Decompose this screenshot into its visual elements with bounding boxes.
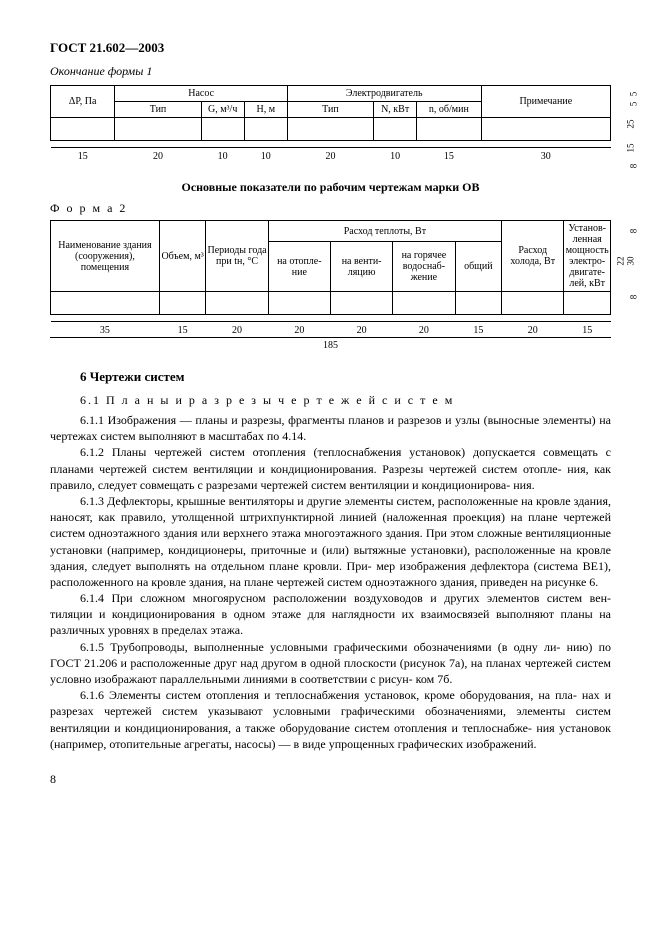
- col-volume: Объем, м³: [159, 221, 206, 292]
- para-6-1-6: 6.1.6 Элементы систем отопления и теплос…: [50, 687, 611, 752]
- col-heat3: на горячее водоснаб- жение: [393, 242, 455, 292]
- col-h: H, м: [244, 102, 287, 118]
- col-pump-group: Насос: [115, 86, 287, 102]
- col-name: Наименование здания (сооружения), помеще…: [51, 221, 160, 292]
- standard-id: ГОСТ 21.602—2003: [50, 40, 611, 56]
- col-cold: Расход холода, Вт: [502, 221, 564, 292]
- para-6-1-5: 6.1.5 Трубопроводы, выполненные условным…: [50, 639, 611, 688]
- col-dp: ΔP, Па: [51, 86, 115, 118]
- para-6-1-1: 6.1.1 Изображения — планы и разрезы, фра…: [50, 412, 611, 444]
- dimension-row: 15 20 10 10 20 10 15 30: [51, 141, 611, 165]
- col-heat2: на венти- ляцию: [330, 242, 392, 292]
- form2-table: Наименование здания (сооружения), помеще…: [50, 220, 611, 338]
- right-dimensions-2: 8 30 22 8: [613, 220, 633, 351]
- col-motor-group: Электродвигатель: [287, 86, 481, 102]
- col-n-rpm: n, об/мин: [417, 102, 481, 118]
- page-number: 8: [50, 772, 611, 787]
- dimension-row: 35 15 20 20 20 20 15 20 15: [51, 315, 611, 339]
- col-n-kw: N, кВт: [374, 102, 417, 118]
- right-dimensions: 5 5 25 15 8: [613, 85, 633, 164]
- col-pump-type: Тип: [115, 102, 201, 118]
- col-heat1: на отопле- ние: [268, 242, 330, 292]
- col-power: Установ- ленная мощность электро- двигат…: [564, 221, 611, 292]
- table-row: [51, 118, 611, 141]
- form1-table: ΔP, Па Насос Электродвигатель Примечание…: [50, 85, 611, 164]
- para-6-1-4: 6.1.4 При сложном многоярусном расположе…: [50, 590, 611, 639]
- total-width-dim: 185: [50, 337, 611, 351]
- para-6-1-2: 6.1.2 Планы чертежей систем отопления (т…: [50, 444, 611, 493]
- col-note: Примечание: [481, 86, 610, 118]
- form-continuation: Окончание формы 1: [50, 64, 611, 79]
- col-heat4: общий: [455, 242, 502, 292]
- form1-table-wrap: ΔP, Па Насос Электродвигатель Примечание…: [50, 85, 611, 164]
- col-g: G, м³/ч: [201, 102, 244, 118]
- table-row: [51, 292, 611, 315]
- section-6-title: 6 Чертежи систем: [80, 369, 611, 385]
- section-6-1-title: 6.1 П л а н ы и р а з р е з ы ч е р т е …: [80, 393, 611, 408]
- form2-label: Ф о р м а 2: [50, 201, 611, 216]
- col-heat-group: Расход теплоты, Вт: [268, 221, 501, 242]
- form2-title: Основные показатели по рабочим чертежам …: [50, 180, 611, 195]
- col-motor-type: Тип: [287, 102, 373, 118]
- para-6-1-3: 6.1.3 Дефлекторы, крышные вентиляторы и …: [50, 493, 611, 590]
- form2-table-wrap: Наименование здания (сооружения), помеще…: [50, 220, 611, 351]
- col-periods: Периоды года при tн, °С: [206, 221, 268, 292]
